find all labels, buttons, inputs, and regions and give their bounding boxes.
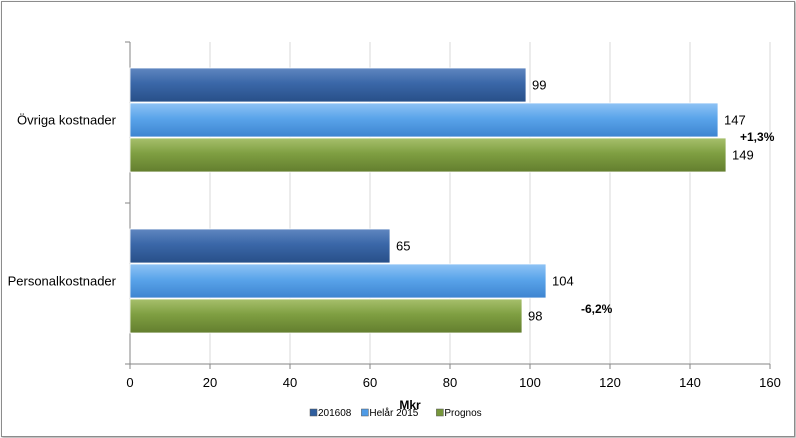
legend-label: 201608: [318, 408, 352, 419]
x-tick-label: 20: [203, 375, 217, 390]
bar-value-label: 104: [552, 274, 574, 289]
tick-labels: 0 20 40 60 80 100 120 140 160 Övriga kostnader Per…: [8, 113, 781, 391]
legend-label: Prognos: [444, 408, 481, 419]
x-tick-label: 40: [283, 375, 297, 390]
legend-label: Helår 2015: [369, 407, 418, 419]
category-label: Övriga kostnader: [17, 113, 117, 128]
x-tick-label: 0: [126, 375, 133, 390]
annotation-ovriga: +1,3%: [740, 130, 775, 144]
bar: [129, 298, 523, 334]
x-tick-label: 80: [443, 375, 457, 390]
legend-swatch: [436, 408, 444, 417]
bar-value-label: 149: [732, 148, 754, 163]
bar-value-label: 65: [396, 239, 410, 254]
bar: [129, 102, 719, 138]
x-tick-label: 60: [363, 375, 377, 390]
bar: [129, 137, 727, 173]
bar: [129, 263, 547, 299]
legend: 201608 Helår 2015 Prognos: [309, 407, 482, 419]
bar-value-label: 99: [532, 78, 546, 93]
legend-swatch: [309, 408, 318, 417]
bar-value-label: 147: [724, 113, 746, 128]
bars: [129, 67, 727, 334]
x-tick-label: 140: [679, 375, 701, 390]
bar: [129, 228, 391, 264]
x-tick-label: 100: [519, 375, 541, 390]
bar: [129, 67, 527, 103]
data-labels: 99 147 149 65 104 98: [396, 78, 754, 324]
annotation-personal: -6,2%: [581, 302, 613, 316]
legend-swatch: [361, 408, 369, 417]
x-tick-label: 120: [599, 375, 621, 390]
x-axis-title: Mkr: [399, 398, 421, 412]
bar-value-label: 98: [528, 309, 542, 324]
category-label: Personalkostnader: [8, 274, 117, 289]
x-tick-label: 160: [759, 375, 781, 390]
